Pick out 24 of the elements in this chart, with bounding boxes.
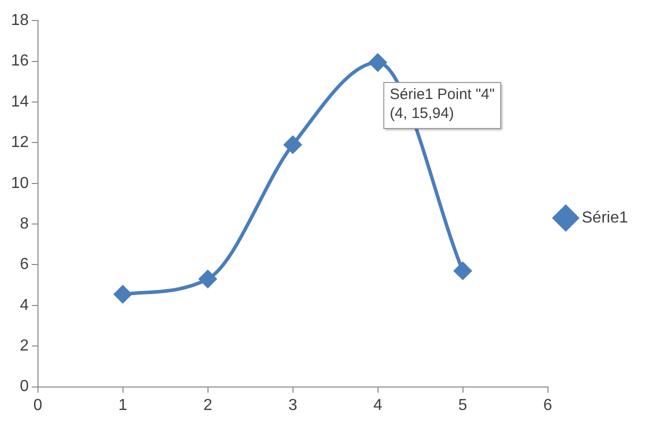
- legend-label: Série1: [582, 209, 628, 226]
- point: [284, 136, 302, 154]
- y-tick-label: 4: [20, 296, 29, 314]
- point: [454, 262, 472, 280]
- y-tick-label: 10: [11, 174, 29, 192]
- x-tick-label: 2: [203, 396, 212, 414]
- point: [199, 270, 217, 288]
- y-tick-label: 12: [11, 134, 29, 152]
- point: [369, 54, 387, 72]
- x-tick-label: 0: [33, 396, 42, 414]
- y-tick-label: 14: [11, 93, 29, 110]
- y-tick-label: 18: [11, 12, 29, 30]
- x-tick-label: 5: [458, 396, 468, 414]
- y-tick-label: 6: [20, 256, 29, 274]
- x-tick-label: 1: [118, 396, 128, 414]
- x-tick-label: 3: [288, 396, 298, 414]
- y-tick-label: 0: [20, 378, 29, 396]
- x-tick-label: 6: [543, 396, 552, 414]
- annotation: Série1 Point "4" (4, 15,94): [390, 86, 495, 122]
- point: [114, 285, 132, 303]
- y-tick-label: 2: [20, 338, 29, 355]
- y-tick-label: 8: [20, 215, 29, 232]
- x-tick-label: 4: [373, 396, 382, 414]
- y-tick-label: 16: [11, 52, 29, 70]
